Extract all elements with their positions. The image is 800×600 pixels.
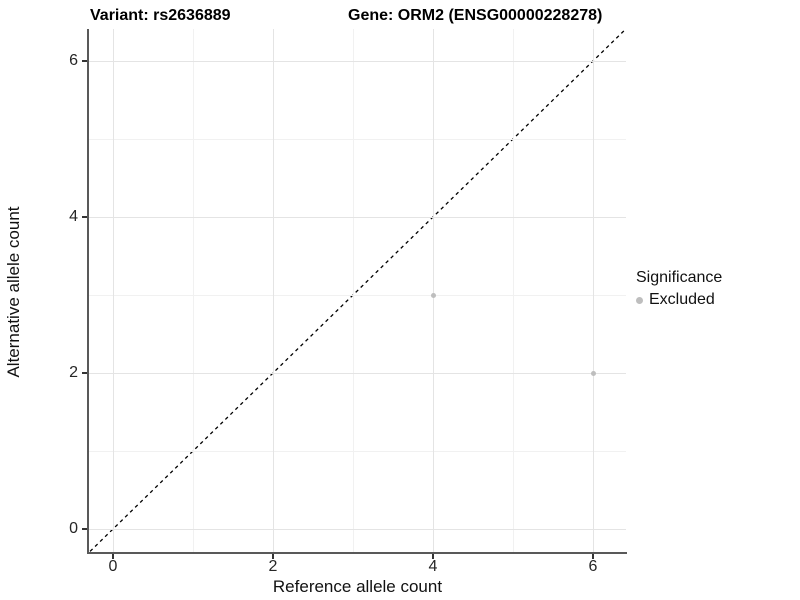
y-minor-gridline [89, 450, 626, 452]
legend-entry-label: Excluded [649, 291, 715, 308]
variant-title: Variant: rs2636889 [90, 7, 231, 24]
data-point [590, 370, 596, 376]
x-axis-title: Reference allele count [272, 577, 443, 596]
x-tick-mark [272, 554, 274, 559]
x-minor-gridline [512, 29, 514, 552]
identity-reference-line [89, 29, 626, 552]
y-tick-mark [82, 216, 87, 218]
x-tick-mark [112, 554, 114, 559]
x-major-gridline [112, 29, 114, 552]
y-axis-line [87, 29, 89, 554]
x-tick-mark [432, 554, 434, 559]
x-tick-label: 4 [428, 558, 438, 575]
x-major-gridline [272, 29, 274, 552]
x-tick-label: 6 [588, 558, 598, 575]
gene-title: Gene: ORM2 (ENSG00000228278) [348, 7, 603, 24]
y-minor-gridline [89, 138, 626, 140]
y-tick-label: 6 [69, 52, 78, 69]
x-minor-gridline [192, 29, 194, 552]
legend: Significance Excluded [636, 269, 722, 309]
x-major-gridline [432, 29, 434, 552]
x-tick-label: 2 [268, 558, 278, 575]
legend-title: Significance [636, 269, 723, 286]
y-tick-mark [82, 60, 87, 62]
y-tick-label: 0 [69, 520, 78, 537]
x-tick-label: 0 [108, 558, 118, 575]
data-point [430, 292, 436, 298]
y-tick-label: 2 [69, 364, 78, 381]
x-major-gridline [592, 29, 594, 552]
y-major-gridline [89, 528, 626, 530]
y-tick-mark [82, 372, 87, 374]
y-major-gridline [89, 216, 626, 218]
y-tick-label: 4 [69, 208, 78, 225]
x-tick-mark [592, 554, 594, 559]
y-major-gridline [89, 372, 626, 374]
y-tick-mark [82, 528, 87, 530]
x-axis-line [87, 552, 627, 554]
x-minor-gridline [352, 29, 354, 552]
plot-panel [89, 29, 626, 552]
y-axis-title: Alternative allele count [4, 206, 23, 378]
y-major-gridline [89, 60, 626, 62]
legend-entry: Excluded [636, 291, 722, 309]
y-minor-gridline [89, 294, 626, 296]
legend-marker-circle-icon [636, 296, 643, 304]
